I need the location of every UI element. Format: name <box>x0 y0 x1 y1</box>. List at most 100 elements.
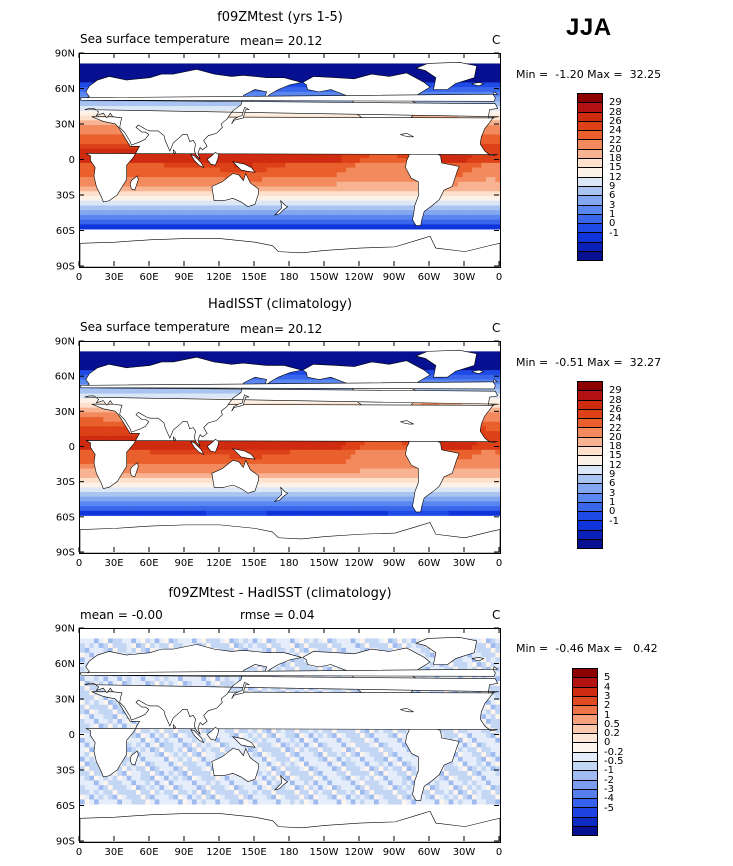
land-sumatra <box>191 155 204 168</box>
lon-tick-label: 60E <box>139 558 158 569</box>
colorbar-label: 22 <box>609 134 622 146</box>
land-borneo <box>207 439 219 452</box>
lat-tick-label: 60N <box>55 372 75 383</box>
lon-tick-label: 120E <box>206 847 231 858</box>
panel-rmse-diff: rmse = 0.04 <box>240 608 315 622</box>
land-sumatra <box>191 442 204 455</box>
lon-tick-label: 180 <box>279 558 298 569</box>
panel-mean-model: mean= 20.12 <box>240 34 323 48</box>
colorbar-label: 0 <box>609 506 616 518</box>
colorbar-label: 0 <box>609 218 616 230</box>
land-japan <box>232 107 250 124</box>
colorbar-diff: 5 4 3 2 1 0.5 0.2 0 -0.2 -0.5 -1 -2 -3 -4 -5 <box>572 668 624 837</box>
lat-tick-label: 30N <box>55 407 75 418</box>
colorbar-swatch <box>577 251 603 262</box>
land-iceland <box>472 370 484 374</box>
land-madagascar <box>130 463 138 477</box>
colorbar-model: 29 28 26 24 22 20 18 15 12 9 6 3 1 0 -1 <box>577 93 622 262</box>
land-sumatra <box>191 730 204 743</box>
colorbar-label: 26 <box>609 403 622 415</box>
land-newzealand <box>275 487 288 501</box>
colorbar-label: -4 <box>604 793 614 805</box>
panel-units-diff: C <box>492 608 501 622</box>
land-madagascar <box>130 176 138 190</box>
land-greenland <box>416 350 477 377</box>
lat-tick-label: 30S <box>56 766 75 777</box>
lon-tick-label: 120W <box>345 272 374 283</box>
colorbar-label: 15 <box>609 162 622 174</box>
colorbar-label: 6 <box>609 190 616 202</box>
land-masses <box>80 62 500 267</box>
lon-tick-label: 30W <box>453 558 476 569</box>
lat-tick-label: 0 <box>69 442 75 453</box>
colorbar-label: 22 <box>609 422 622 434</box>
land-iceland <box>472 82 484 86</box>
panel-units-obs: C <box>492 321 501 335</box>
lon-tick-label: 90E <box>174 558 193 569</box>
map-panel-model <box>79 53 501 268</box>
land-south-america <box>406 147 460 225</box>
lon-tick-label: 0 <box>76 558 82 569</box>
lat-tick-label: 30N <box>55 120 75 131</box>
panel-left-label-obs: Sea surface temperature <box>80 320 230 334</box>
colorbar-label: -5 <box>604 802 614 814</box>
lat-tick-label: 60N <box>55 659 75 670</box>
panel-title-obs: HadISST (climatology) <box>207 297 353 312</box>
colorbar-label: 24 <box>609 125 622 137</box>
land-greatbritain <box>80 667 498 676</box>
lon-tick-label: 30E <box>104 272 123 283</box>
colorbar-label: 5 <box>604 672 611 684</box>
land-newguinea <box>233 162 255 173</box>
lon-tick-label: 150W <box>310 847 339 858</box>
land-japan <box>232 395 250 411</box>
lat-tick-label: 90S <box>56 548 75 559</box>
lon-tick-label: 30W <box>453 847 476 858</box>
lon-tick-label: 150E <box>241 272 266 283</box>
colorbar-label: 6 <box>609 478 616 490</box>
lon-tick-label: 150E <box>241 847 266 858</box>
land-cuba <box>401 421 414 425</box>
land-newguinea <box>233 737 255 748</box>
land-cuba <box>401 708 414 712</box>
panel-mean-obs: mean= 20.12 <box>240 322 323 336</box>
colorbar-label: 3 <box>604 690 611 702</box>
lat-tick-label: 90N <box>55 624 75 635</box>
map-field-obs <box>80 342 500 553</box>
lon-tick-label: 0 <box>76 272 82 283</box>
lon-tick-label: 60W <box>418 847 441 858</box>
colorbar-label: 12 <box>609 459 622 471</box>
land-australia <box>212 460 259 493</box>
lat-tick-label: 60N <box>55 84 75 95</box>
land-sri-lanka <box>173 725 175 729</box>
colorbar-label: 3 <box>609 199 616 211</box>
land-south-america <box>406 722 460 800</box>
colorbar-label: 26 <box>609 115 622 127</box>
colorbar-label: 28 <box>609 394 622 406</box>
land-australia <box>212 749 259 782</box>
colorbar-label: 18 <box>609 441 622 453</box>
land-antarctica <box>80 523 500 553</box>
panel-title-model: f09ZMtest (yrs 1-5) <box>217 10 343 25</box>
land-madagascar <box>130 751 138 765</box>
lat-tick-label: 30S <box>56 191 75 202</box>
panel-title-diff: f09ZMtest - HadISST (climatology) <box>168 586 392 601</box>
land-sri-lanka <box>173 150 175 154</box>
lon-tick-label: 30W <box>453 272 476 283</box>
panel-minmax-model: Min = -1.20 Max = 32.25 <box>516 68 662 81</box>
lon-tick-label: 120W <box>345 558 374 569</box>
land-greenland <box>416 62 477 89</box>
panel-left-label-model: Sea surface temperature <box>80 32 230 46</box>
land-masses <box>80 350 500 553</box>
land-greenland <box>416 637 477 664</box>
map-field-diff <box>80 629 500 842</box>
lon-tick-label: 120W <box>345 847 374 858</box>
land-eurasia <box>82 644 499 734</box>
lon-tick-label: 90W <box>383 847 406 858</box>
lat-tick-label: 0 <box>69 730 75 741</box>
lat-tick-label: 30S <box>56 477 75 488</box>
season-label: JJA <box>566 14 612 41</box>
colorbar-label: 18 <box>609 153 622 165</box>
lat-tick-label: 90S <box>56 262 75 273</box>
lon-tick-label: 90W <box>383 272 406 283</box>
